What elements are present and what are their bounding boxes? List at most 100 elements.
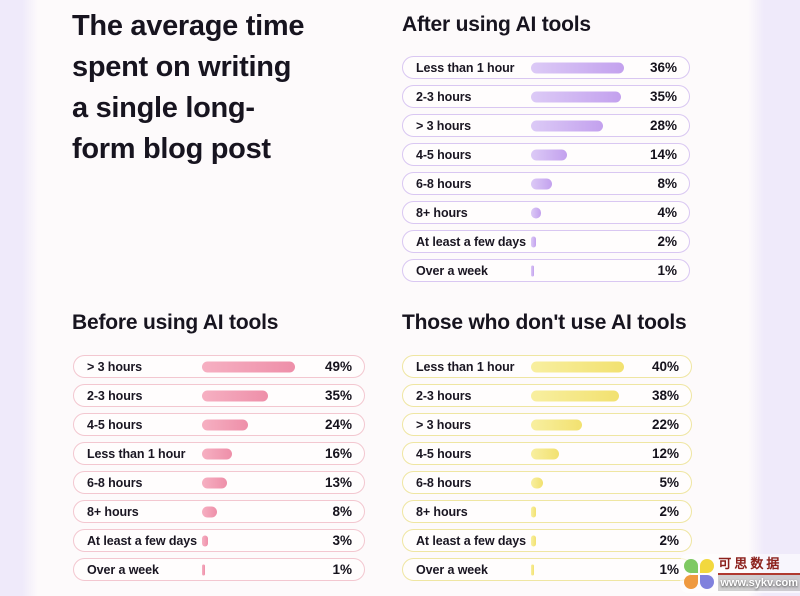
row-bar — [531, 149, 568, 160]
row-value: 14% — [649, 147, 677, 162]
row-bar — [531, 448, 559, 459]
row-value: 36% — [649, 60, 677, 75]
chart-row: 2-3 hours 35% — [402, 85, 690, 108]
row-bar — [531, 91, 622, 102]
chart-non-ai-users: Those who don't use AI tools Less than 1… — [402, 310, 692, 581]
row-label: 2-3 hours — [416, 388, 472, 403]
chart-row: Over a week 1% — [402, 259, 690, 282]
row-value: 1% — [332, 562, 352, 577]
title-line-2: spent on writing — [72, 51, 292, 83]
row-label: At least a few days — [416, 234, 526, 249]
row-label: > 3 hours — [87, 359, 143, 374]
chart-title: After using AI tools — [402, 13, 591, 36]
row-value: 8% — [657, 176, 677, 191]
row-bar — [531, 535, 536, 546]
row-bar — [202, 361, 295, 372]
row-value: 13% — [324, 475, 352, 490]
chart-row: 6-8 hours 5% — [402, 471, 692, 494]
chart-title: Those who don't use AI tools — [402, 311, 687, 334]
row-bar — [531, 477, 543, 488]
chart-row: At least a few days 2% — [402, 230, 690, 253]
chart-row: > 3 hours 22% — [402, 413, 692, 436]
chart-row: Less than 1 hour 36% — [402, 56, 690, 79]
row-value: 2% — [659, 504, 679, 519]
row-value: 16% — [324, 446, 352, 461]
chart-row: Over a week 1% — [73, 558, 365, 581]
title-line-3: a single long- — [72, 92, 255, 124]
row-bar — [531, 506, 536, 517]
row-value: 22% — [651, 417, 679, 432]
chart-row: 6-8 hours 13% — [73, 471, 365, 494]
row-value: 5% — [659, 475, 679, 490]
row-label: 6-8 hours — [87, 475, 143, 490]
row-value: 2% — [659, 533, 679, 548]
row-label: 8+ hours — [87, 504, 139, 519]
row-bar — [202, 448, 233, 459]
title-line-4: form blog post — [72, 133, 271, 165]
chart-row: 4-5 hours 14% — [402, 143, 690, 166]
row-label: Over a week — [87, 562, 159, 577]
row-value: 38% — [651, 388, 679, 403]
row-bar — [531, 361, 624, 372]
row-bar — [531, 178, 552, 189]
chart-row: 8+ hours 8% — [73, 500, 365, 523]
row-label: Less than 1 hour — [416, 60, 515, 75]
chart-row: 2-3 hours 35% — [73, 384, 365, 407]
site-watermark: 可思数据 www.sykv.com — [680, 554, 800, 593]
row-label: Over a week — [416, 562, 488, 577]
row-label: 4-5 hours — [416, 446, 472, 461]
row-label: 4-5 hours — [87, 417, 143, 432]
watermark-site-name: 可思数据 — [718, 556, 800, 575]
chart-row: > 3 hours 28% — [402, 114, 690, 137]
chart-row: At least a few days 3% — [73, 529, 365, 552]
row-bar — [202, 535, 208, 546]
row-label: > 3 hours — [416, 118, 472, 133]
row-label: 6-8 hours — [416, 475, 472, 490]
row-label: Over a week — [416, 263, 488, 278]
row-label: At least a few days — [87, 533, 197, 548]
chart-row: 8+ hours 4% — [402, 201, 690, 224]
row-bar — [202, 506, 218, 517]
row-bar — [531, 564, 534, 575]
chart-rows: Less than 1 hour 36% 2-3 hours 35% > 3 hours… — [402, 56, 690, 282]
watermark-text: 可思数据 www.sykv.com — [718, 556, 800, 591]
row-bar — [202, 419, 248, 430]
row-bar — [531, 120, 604, 131]
row-bar — [531, 236, 537, 247]
row-value: 35% — [324, 388, 352, 403]
petal-orange-icon — [684, 574, 699, 589]
row-bar — [202, 564, 205, 575]
chart-after-ai-tools: After using AI tools Less than 1 hour 36%… — [402, 12, 690, 282]
chart-before-ai-tools: Before using AI tools > 3 hours 49% 2-3 ho… — [72, 310, 365, 581]
row-label: 8+ hours — [416, 504, 468, 519]
chart-row: At least a few days 2% — [402, 529, 692, 552]
chart-row: 2-3 hours 38% — [402, 384, 692, 407]
row-value: 49% — [324, 359, 352, 374]
chart-row: Less than 1 hour 40% — [402, 355, 692, 378]
watermark-logo-icon — [684, 558, 715, 589]
chart-row: 4-5 hours 24% — [73, 413, 365, 436]
row-value: 4% — [657, 205, 677, 220]
chart-row: Over a week 1% — [402, 558, 692, 581]
chart-row: 4-5 hours 12% — [402, 442, 692, 465]
title-line-1: The average time — [72, 10, 305, 42]
row-bar — [531, 265, 534, 276]
row-value: 35% — [649, 89, 677, 104]
row-label: 2-3 hours — [87, 388, 143, 403]
watermark-url-link[interactable]: www.sykv.com — [718, 575, 800, 591]
row-bar — [531, 419, 583, 430]
chart-row: 8+ hours 2% — [402, 500, 692, 523]
chart-row: > 3 hours 49% — [73, 355, 365, 378]
row-bar — [202, 477, 227, 488]
row-bar — [531, 390, 620, 401]
row-value: 24% — [324, 417, 352, 432]
row-value: 2% — [657, 234, 677, 249]
row-label: Less than 1 hour — [416, 359, 515, 374]
chart-rows: Less than 1 hour 40% 2-3 hours 38% > 3 hours… — [402, 355, 692, 581]
row-label: Less than 1 hour — [87, 446, 186, 461]
chart-row: 6-8 hours 8% — [402, 172, 690, 195]
petal-green-icon — [684, 558, 699, 573]
row-value: 1% — [659, 562, 679, 577]
row-label: 8+ hours — [416, 205, 468, 220]
